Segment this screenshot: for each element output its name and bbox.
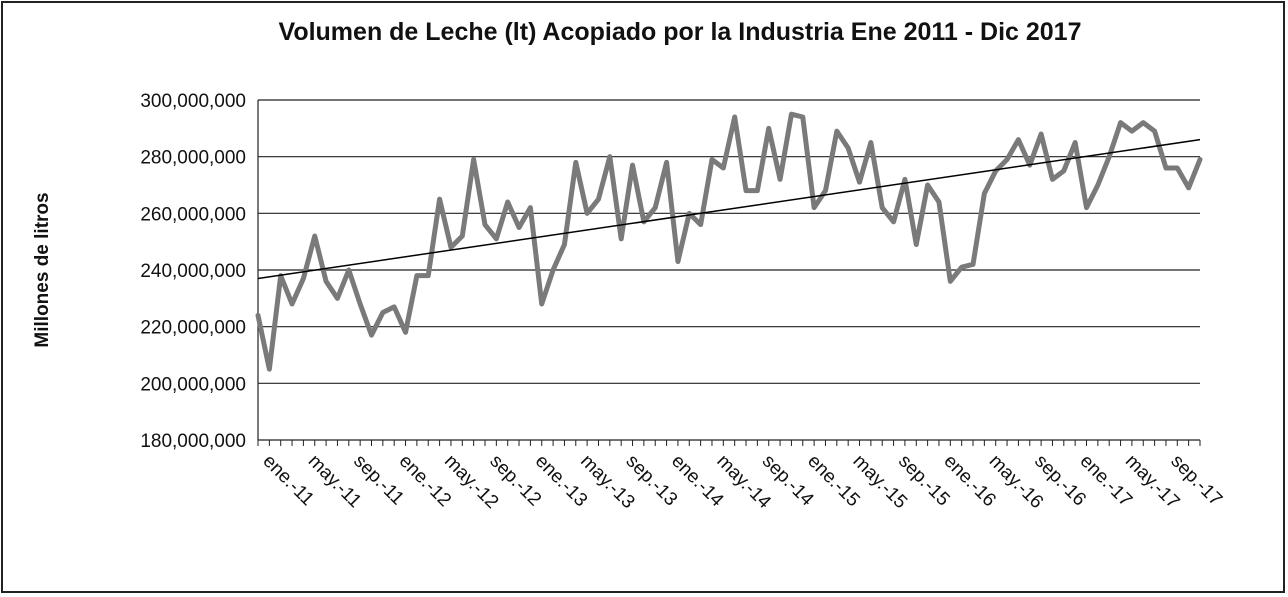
y-tick-label: 180,000,000 <box>140 431 246 452</box>
y-axis-title: Millones de litros <box>32 192 53 347</box>
y-tick-label: 260,000,000 <box>140 204 246 225</box>
chart-title: Volumen de Leche (lt) Acopiado por la In… <box>279 18 1082 46</box>
y-tick-label: 220,000,000 <box>140 318 246 339</box>
y-tick-label: 280,000,000 <box>140 148 246 169</box>
y-tick-label: 240,000,000 <box>140 261 246 282</box>
trend-line <box>257 138 1201 280</box>
y-tick-label: 200,000,000 <box>140 374 246 395</box>
data-line <box>255 111 1203 372</box>
y-tick-label: 300,000,000 <box>140 91 246 112</box>
